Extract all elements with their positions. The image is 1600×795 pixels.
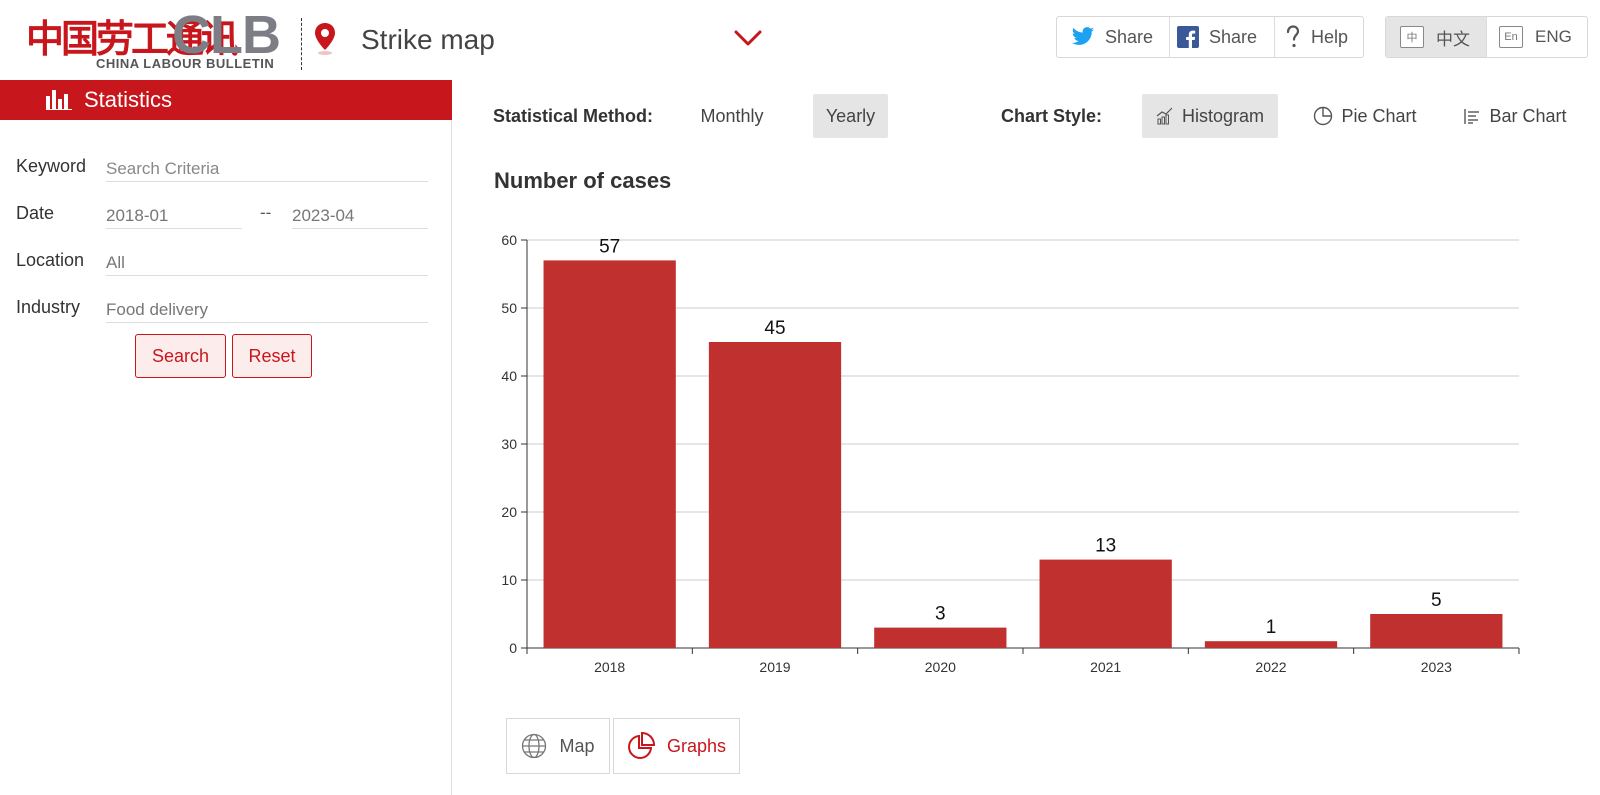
date-row: Date -- bbox=[16, 197, 428, 231]
twitter-share-label: Share bbox=[1105, 26, 1154, 47]
bar-value-label: 45 bbox=[764, 318, 785, 339]
industry-input[interactable] bbox=[106, 291, 428, 323]
lang-english-label: ENG bbox=[1535, 27, 1572, 46]
date-from-input[interactable] bbox=[106, 197, 242, 229]
y-tick-label: 20 bbox=[501, 504, 517, 520]
graphs-view-button[interactable]: Graphs bbox=[613, 718, 740, 774]
share-separator bbox=[1169, 17, 1170, 57]
chart-title: Number of cases bbox=[494, 168, 672, 193]
graphs-view-label: Graphs bbox=[666, 735, 727, 756]
histogram-icon bbox=[1156, 107, 1173, 125]
help-label: Help bbox=[1311, 26, 1349, 47]
y-tick-label: 40 bbox=[501, 368, 517, 384]
clb-logo[interactable]: 中国劳工通讯 CLB CHINA LABOUR BULLETIN bbox=[26, 5, 286, 72]
share-separator bbox=[1274, 17, 1275, 57]
header-divider bbox=[301, 18, 302, 70]
sidebar-title: Statistics bbox=[84, 87, 173, 112]
bar bbox=[708, 342, 842, 648]
x-tick-label: 2020 bbox=[925, 659, 956, 675]
globe-icon bbox=[522, 733, 547, 759]
x-tick-label: 2021 bbox=[1090, 659, 1121, 675]
x-tick-label: 2018 bbox=[594, 659, 625, 675]
logo-clb-text: CLB bbox=[172, 5, 281, 65]
main-content: Statistical Method: Monthly Yearly Chart… bbox=[453, 80, 1600, 795]
bar bbox=[1370, 614, 1503, 648]
y-tick-label: 0 bbox=[509, 640, 517, 656]
yearly-label: Yearly bbox=[825, 105, 876, 126]
share-toolbar: Share Share Help bbox=[1056, 16, 1364, 58]
help-button[interactable]: Help bbox=[1285, 17, 1348, 57]
bar bbox=[1039, 559, 1172, 648]
industry-label: Industry bbox=[16, 297, 81, 317]
facebook-share-button[interactable]: Share bbox=[1177, 17, 1257, 57]
sidebar: Statistics Keyword Date -- Location Indu… bbox=[0, 80, 452, 795]
histogram-label: Histogram bbox=[1181, 105, 1265, 126]
pie-chart-label: Pie Chart bbox=[1341, 105, 1417, 126]
app-title: Strike map bbox=[361, 24, 495, 55]
bar bbox=[874, 627, 1007, 648]
keyword-input[interactable] bbox=[106, 150, 428, 182]
search-button[interactable]: Search bbox=[135, 334, 226, 378]
language-switcher: 中 中文 En ENG bbox=[1385, 16, 1588, 58]
bar-chart-list-icon bbox=[1464, 109, 1480, 124]
twitter-icon bbox=[1072, 27, 1094, 45]
bar-value-label: 13 bbox=[1095, 536, 1116, 557]
chinese-lang-icon: 中 bbox=[1400, 26, 1424, 48]
question-mark-icon bbox=[1286, 25, 1300, 48]
bar-value-label: 5 bbox=[1431, 590, 1442, 611]
location-row: Location bbox=[16, 244, 428, 278]
monthly-button[interactable]: Monthly bbox=[694, 94, 770, 138]
bar-value-label: 57 bbox=[599, 236, 620, 257]
twitter-share-button[interactable]: Share bbox=[1071, 17, 1153, 57]
bar bbox=[1204, 641, 1338, 648]
pie-chart-icon bbox=[628, 732, 655, 759]
facebook-icon bbox=[1177, 26, 1199, 48]
header: 中国劳工通讯 CLB CHINA LABOUR BULLETIN Strike … bbox=[0, 0, 1600, 80]
pie-chart-icon bbox=[1314, 106, 1333, 126]
monthly-label: Monthly bbox=[700, 105, 764, 126]
date-separator: -- bbox=[260, 203, 272, 222]
histogram-chart: 0 10 20 30 40 50 60 57 2018 45 2019 3 2020 13 2021 1 202… bbox=[501, 232, 1520, 675]
reset-button[interactable]: Reset bbox=[232, 334, 312, 378]
sidebar-header: Statistics bbox=[0, 80, 452, 120]
bar-value-label: 1 bbox=[1266, 617, 1277, 638]
y-tick-label: 30 bbox=[501, 436, 517, 452]
y-tick-label: 10 bbox=[501, 572, 517, 588]
histogram-button[interactable]: Histogram bbox=[1142, 94, 1278, 138]
bar-value-label: 3 bbox=[935, 604, 946, 625]
bar-chart-button[interactable]: Bar Chart bbox=[1459, 94, 1571, 138]
y-tick-label: 60 bbox=[501, 232, 517, 248]
location-label: Location bbox=[16, 250, 85, 270]
y-tick-label: 50 bbox=[501, 300, 517, 316]
map-view-button[interactable]: Map bbox=[506, 718, 610, 774]
x-tick-label: 2019 bbox=[759, 659, 790, 675]
keyword-row: Keyword bbox=[16, 150, 428, 184]
bar-chart-label: Bar Chart bbox=[1489, 105, 1567, 126]
bar bbox=[543, 260, 676, 648]
logo-chinese-text: 中国劳工通讯 bbox=[26, 16, 239, 61]
lang-chinese-label: 中文 bbox=[1436, 29, 1470, 49]
chart-style-label: Chart Style: bbox=[1001, 106, 1103, 126]
chevron-down-icon[interactable] bbox=[733, 28, 763, 48]
date-label: Date bbox=[16, 203, 55, 223]
location-input[interactable] bbox=[106, 244, 428, 276]
date-to-input[interactable] bbox=[292, 197, 428, 229]
lang-chinese-button[interactable]: 中 中文 bbox=[1386, 17, 1486, 57]
x-tick-label: 2022 bbox=[1255, 659, 1286, 675]
bar-chart-icon bbox=[46, 90, 72, 110]
facebook-share-label: Share bbox=[1209, 26, 1258, 47]
map-view-label: Map bbox=[559, 735, 595, 756]
keyword-label: Keyword bbox=[16, 156, 87, 176]
pie-chart-button[interactable]: Pie Chart bbox=[1309, 94, 1421, 138]
map-pin-icon bbox=[315, 23, 335, 55]
statistical-method-label: Statistical Method: bbox=[493, 106, 654, 126]
x-tick-label: 2023 bbox=[1421, 659, 1452, 675]
industry-row: Industry bbox=[16, 291, 428, 325]
english-lang-icon: En bbox=[1499, 26, 1523, 48]
lang-english-button[interactable]: En ENG bbox=[1486, 17, 1587, 57]
yearly-button[interactable]: Yearly bbox=[813, 94, 888, 138]
logo-subtitle: CHINA LABOUR BULLETIN bbox=[96, 56, 275, 71]
